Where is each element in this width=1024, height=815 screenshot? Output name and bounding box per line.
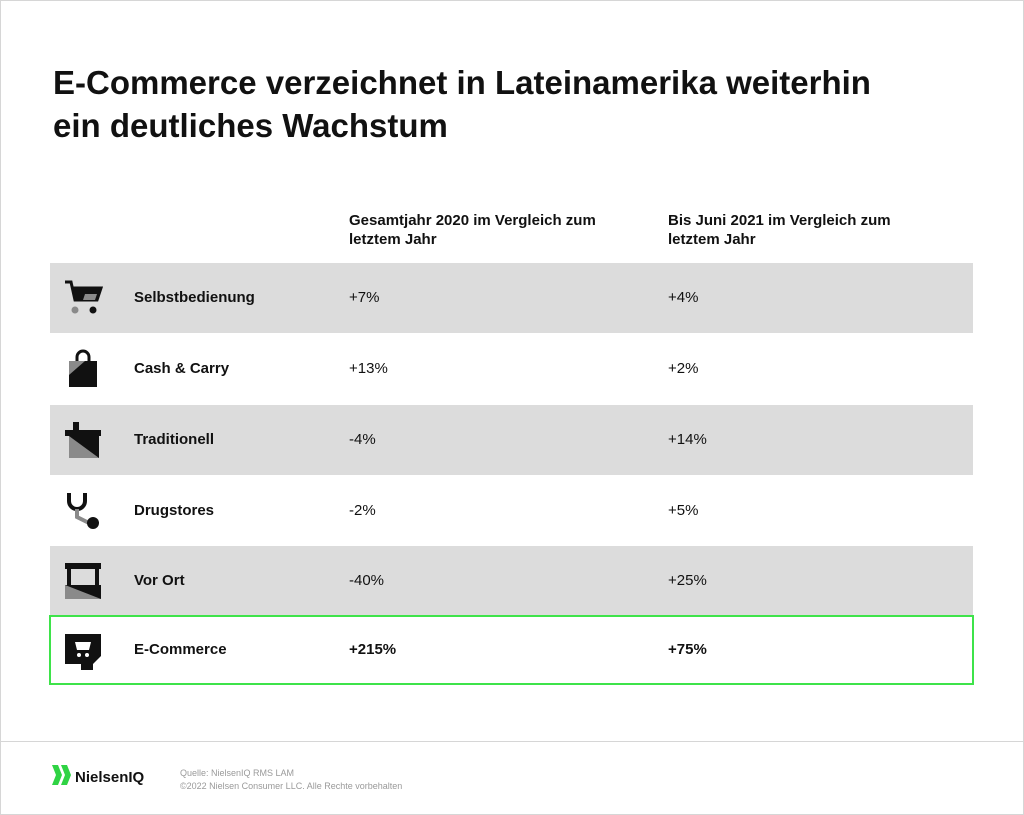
table-row-traditionell: Traditionell -4% +14%	[50, 405, 973, 475]
row-label: Drugstores	[134, 502, 215, 519]
shopping-bag-icon	[69, 349, 97, 387]
online-cart-icon	[65, 634, 101, 670]
nielseniq-logo-icon	[52, 765, 71, 785]
store-front-icon	[65, 422, 101, 458]
column-header-2020: Gesamtjahr 2020 im Vergleich zum letztem…	[349, 212, 596, 248]
value-2020: +13%	[349, 360, 388, 377]
value-2020: -4%	[349, 431, 376, 448]
row-label: E-Commerce	[134, 641, 227, 658]
table-row-e-commerce: E-Commerce +215% +75%	[49, 615, 974, 685]
shopping-cart-icon	[65, 280, 103, 314]
table-row-cash-carry: Cash & Carry +13% +2%	[50, 334, 973, 404]
value-2020: -40%	[349, 572, 385, 589]
table-row-drugstores: Drugstores -2% +5%	[50, 476, 973, 546]
source-note: Quelle: NielsenIQ RMS LAM ©2022 Nielsen …	[180, 767, 402, 793]
row-label: Selbstbedienung	[134, 289, 255, 306]
value-2021: +14%	[668, 431, 707, 448]
footer-divider	[1, 741, 1023, 742]
stethoscope-icon	[67, 493, 99, 529]
table-row-selbstbedienung: Selbstbedienung +7% +4%	[50, 263, 973, 333]
column-header-2021: Bis Juni 2021 im Vergleich zum letztem J…	[668, 212, 891, 248]
value-2020: +7%	[349, 289, 380, 306]
brand-name: NielsenIQ	[75, 769, 145, 786]
table-row-vor-ort: Vor Ort -40% +25%	[50, 546, 973, 616]
market-stall-icon	[65, 563, 101, 599]
page-title: E-Commerce verzeichnet in Lateinamerika …	[53, 64, 871, 144]
value-2020: +215%	[349, 641, 397, 658]
value-2021: +2%	[668, 360, 699, 377]
value-2021: +4%	[668, 289, 699, 306]
row-label: Cash & Carry	[134, 360, 230, 377]
value-2021: +75%	[668, 641, 707, 658]
value-2020: -2%	[349, 502, 376, 519]
row-label: Vor Ort	[134, 572, 185, 589]
value-2021: +25%	[668, 572, 707, 589]
value-2021: +5%	[668, 502, 699, 519]
copyright-line: ©2022 Nielsen Consumer LLC. Alle Rechte …	[180, 781, 403, 791]
source-line: Quelle: NielsenIQ RMS LAM	[180, 768, 295, 778]
row-label: Traditionell	[134, 431, 215, 448]
